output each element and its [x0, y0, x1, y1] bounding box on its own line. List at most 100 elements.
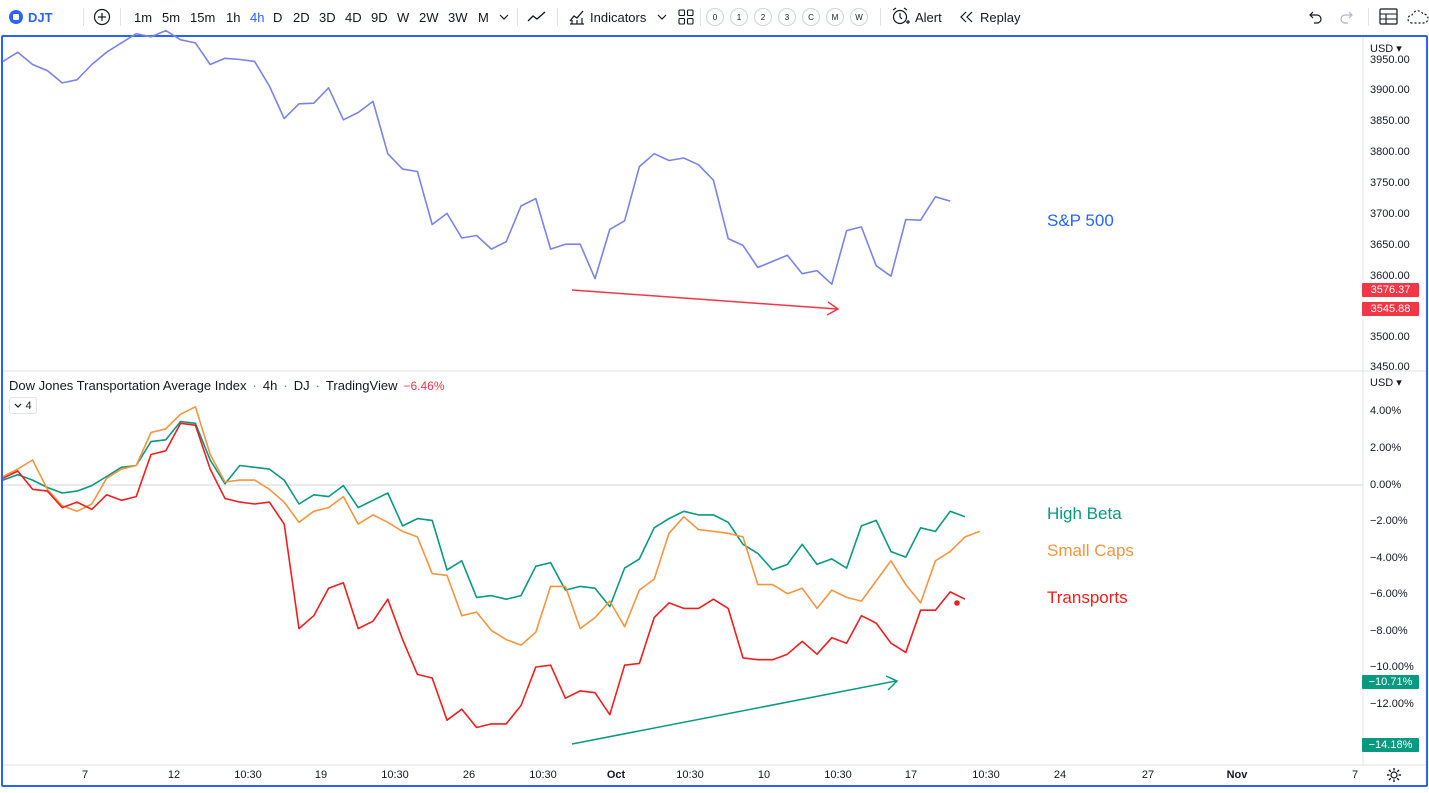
- time-tick-label: 10:30: [381, 769, 409, 781]
- red-trend-arrow[interactable]: [571, 289, 840, 316]
- add-symbol-icon[interactable]: [93, 8, 111, 26]
- interval-5m-button[interactable]: 5m: [162, 9, 181, 25]
- chart-frame[interactable]: [1, 35, 1428, 787]
- price-tick-label: 3900.00: [1370, 84, 1410, 96]
- symbol-search-button[interactable]: DJT: [28, 9, 53, 25]
- layout-c-button[interactable]: C: [802, 8, 820, 26]
- interval-w-button[interactable]: W: [397, 9, 410, 25]
- percent-tick-label: −2.00%: [1370, 515, 1408, 527]
- toolbar-divider: [700, 8, 701, 26]
- redo-icon[interactable]: [1339, 9, 1355, 25]
- series-legend[interactable]: Dow Jones Transportation Average Index ·…: [9, 378, 445, 393]
- time-tick-label: Oct: [606, 769, 626, 781]
- toolbar-divider: [1368, 8, 1369, 26]
- time-tick-label: 10:30: [824, 769, 852, 781]
- small-caps-line[interactable]: [2, 405, 981, 646]
- replay-button[interactable]: Replay: [980, 9, 1021, 25]
- high-beta-line[interactable]: [2, 420, 966, 608]
- alert-button[interactable]: Alert: [915, 9, 942, 25]
- legend-exchange: DJ: [293, 378, 310, 393]
- currency-selector-bottom[interactable]: USD ▾: [1370, 377, 1402, 389]
- table-icon[interactable]: [1379, 8, 1398, 25]
- price-tick-label: 3600.00: [1370, 270, 1410, 282]
- interval-1h-button[interactable]: 1h: [226, 9, 241, 25]
- layout-m-button[interactable]: M: [826, 8, 844, 26]
- percent-axis-tag: −10.71%: [1362, 675, 1419, 689]
- time-tick-label: 10:30: [972, 769, 1000, 781]
- toolbar-divider: [83, 8, 84, 26]
- legend-change: −6.46%: [403, 378, 445, 393]
- chevron-down-icon[interactable]: [497, 10, 511, 24]
- replay-icon[interactable]: [958, 10, 974, 24]
- cloud-icon[interactable]: [1407, 8, 1429, 26]
- layout-0-button[interactable]: 0: [706, 8, 724, 26]
- price-tick-label: 3650.00: [1370, 239, 1410, 251]
- interval-d-button[interactable]: D: [273, 9, 283, 25]
- percent-tick-label: −4.00%: [1370, 552, 1408, 564]
- price-tick-label: 3500.00: [1370, 331, 1410, 343]
- collapse-indicators-button[interactable]: 4: [9, 397, 37, 414]
- time-tick-label: 7: [81, 769, 89, 781]
- indicators-button[interactable]: Indicators: [590, 9, 647, 25]
- time-tick-label: 12: [167, 769, 181, 781]
- interval-m-button[interactable]: M: [478, 9, 489, 25]
- time-tick-label: 24: [1053, 769, 1067, 781]
- interval-15m-button[interactable]: 15m: [190, 9, 216, 25]
- percent-tick-label: −6.00%: [1370, 588, 1408, 600]
- interval-2w-button[interactable]: 2W: [419, 9, 439, 25]
- price-tick-label: 3450.00: [1370, 361, 1410, 373]
- symbol-logo-icon[interactable]: [9, 10, 23, 24]
- green-trend-arrow[interactable]: [571, 675, 899, 745]
- time-tick-label: 10:30: [676, 769, 704, 781]
- percent-tick-label: −8.00%: [1370, 625, 1408, 637]
- time-tick-label: Nov: [1226, 769, 1248, 781]
- percent-axis-tag: −14.18%: [1362, 738, 1419, 752]
- time-tick-label: 10:30: [529, 769, 557, 781]
- indicators-icon[interactable]: [568, 8, 586, 26]
- layout-1-button[interactable]: 1: [730, 8, 748, 26]
- interval-3d-button[interactable]: 3D: [319, 9, 336, 25]
- transports-line[interactable]: [2, 422, 966, 729]
- percent-tick-label: 2.00%: [1370, 442, 1402, 454]
- layout-3-button[interactable]: 3: [778, 8, 796, 26]
- time-tick-label: 10: [757, 769, 771, 781]
- top-toolbar: DJT 1m 5m 15m 1h 4h D 2D 3D 4D 9D W 2W 3W M Indicator…: [0, 0, 1429, 34]
- undo-icon[interactable]: [1307, 9, 1323, 25]
- interval-9d-button[interactable]: 9D: [371, 9, 388, 25]
- sector-plot: [2, 405, 981, 729]
- chart-style-icon[interactable]: [527, 8, 547, 26]
- percent-tick-label: −10.00%: [1370, 661, 1414, 673]
- price-tick-label: 3750.00: [1370, 177, 1410, 189]
- percent-tick-label: −12.00%: [1370, 698, 1414, 710]
- time-tick-label: 27: [1141, 769, 1155, 781]
- price-tick-label: 3850.00: [1370, 115, 1410, 127]
- layout-2-button[interactable]: 2: [754, 8, 772, 26]
- toolbar-divider: [880, 8, 881, 26]
- legend-source: TradingView: [325, 378, 398, 393]
- toolbar-divider: [557, 8, 558, 26]
- sp500-label: S&P 500: [1047, 211, 1114, 230]
- interval-2d-button[interactable]: 2D: [293, 9, 310, 25]
- time-tick-label: 26: [462, 769, 476, 781]
- sp500-plot: [2, 29, 951, 286]
- alarm-clock-icon[interactable]: [891, 7, 911, 27]
- toolbar-divider: [517, 8, 518, 26]
- interval-1m-button[interactable]: 1m: [134, 9, 153, 25]
- legend-title: Dow Jones Transportation Average Index: [9, 378, 247, 393]
- price-tick-label: 3700.00: [1370, 208, 1410, 220]
- time-tick-label: 19: [314, 769, 328, 781]
- layout-w-button[interactable]: W: [850, 8, 868, 26]
- interval-4d-button[interactable]: 4D: [345, 9, 362, 25]
- time-tick-label: 17: [904, 769, 918, 781]
- templates-icon[interactable]: [678, 9, 694, 25]
- s-p-500-line[interactable]: [2, 29, 951, 286]
- legend-interval: 4h: [262, 378, 278, 393]
- interval-4h-button[interactable]: 4h: [250, 9, 265, 25]
- interval-3w-button[interactable]: 3W: [448, 9, 468, 25]
- time-tick-label: 10:30: [234, 769, 262, 781]
- chevron-down-icon[interactable]: [655, 10, 669, 24]
- price-axis-tag: 3576.37: [1362, 283, 1419, 297]
- settings-gear-icon[interactable]: [1386, 767, 1402, 783]
- currency-selector-top[interactable]: USD ▾: [1370, 43, 1402, 55]
